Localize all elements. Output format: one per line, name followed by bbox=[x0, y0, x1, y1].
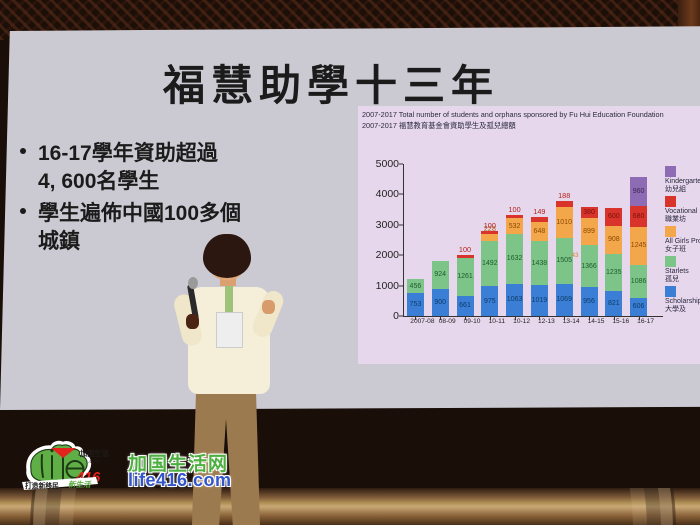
svg-text:新生活: 新生活 bbox=[68, 480, 92, 489]
svg-text:加国生活: 加国生活 bbox=[79, 449, 110, 458]
svg-text:打造新移民: 打造新移民 bbox=[25, 481, 59, 490]
svg-text:.com: .com bbox=[88, 459, 100, 465]
